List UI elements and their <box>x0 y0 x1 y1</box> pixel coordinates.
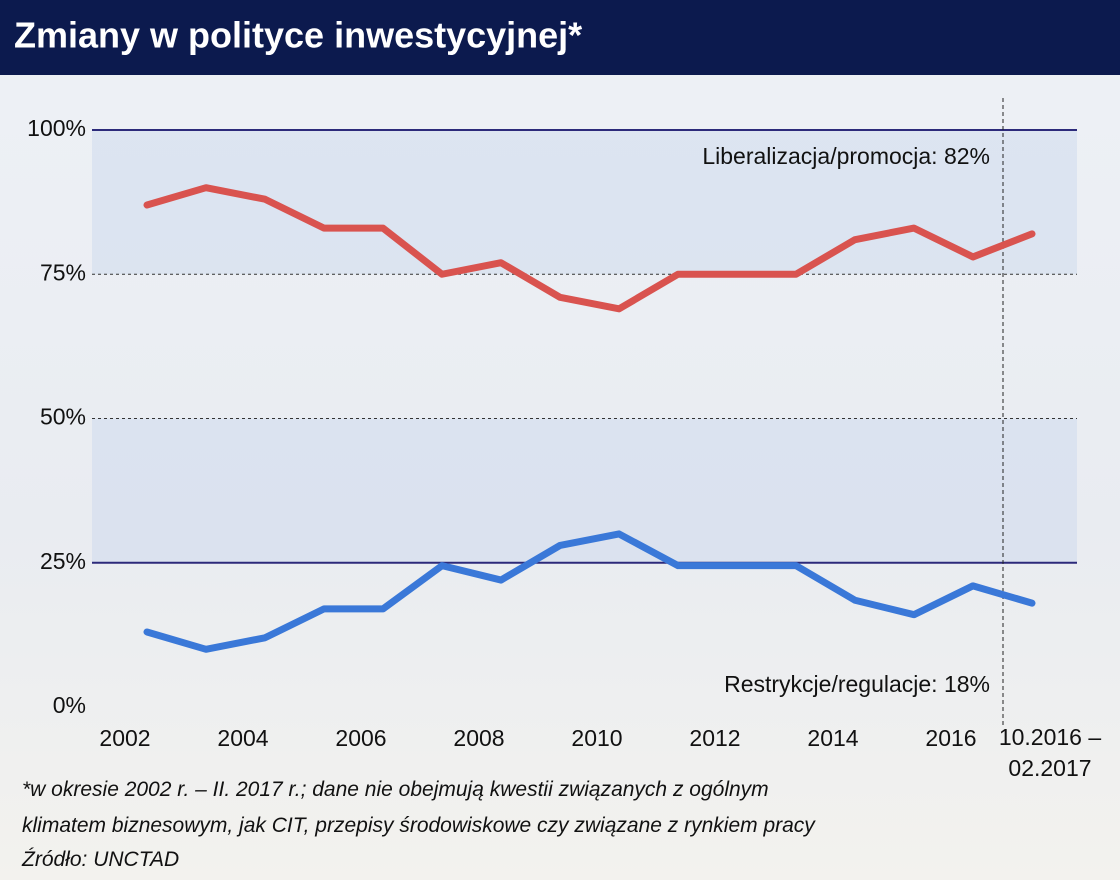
x-tick-label: 2008 <box>453 725 504 751</box>
x-tick-label: 2004 <box>217 725 268 751</box>
series-line <box>143 530 1036 653</box>
y-tick-label: 25% <box>40 548 86 574</box>
y-tick-label: 75% <box>40 259 86 285</box>
source: Źródło: UNCTAD <box>22 848 180 871</box>
footnote: klimatem biznesowym, jak CIT, przepisy ś… <box>22 814 815 837</box>
y-tick-label: 0% <box>53 692 86 718</box>
x-tick-label: 2016 <box>925 725 976 751</box>
y-tick-label: 50% <box>40 404 86 430</box>
x-tick-label: 2002 <box>99 725 150 751</box>
x-tick-label: 2014 <box>807 725 858 751</box>
annotation: Liberalizacja/promocja: 82% <box>702 143 990 169</box>
x-tick-label: 2006 <box>335 725 386 751</box>
x-tick-label: 10.2016 – 02.2017 <box>998 724 1102 781</box>
band <box>92 130 1077 275</box>
series-line <box>143 184 1036 313</box>
y-tick-label: 100% <box>27 115 86 141</box>
x-tick-label: 2010 <box>571 725 622 751</box>
annotation: Restrykcje/regulacje: 18% <box>724 671 990 697</box>
footnote: *w okresie 2002 r. – II. 2017 r.; dane n… <box>22 778 769 801</box>
x-tick-label: 2012 <box>689 725 740 751</box>
chart-title: Zmiany w polityce inwestycyjnej* <box>14 15 582 56</box>
title-bar <box>0 0 1120 75</box>
